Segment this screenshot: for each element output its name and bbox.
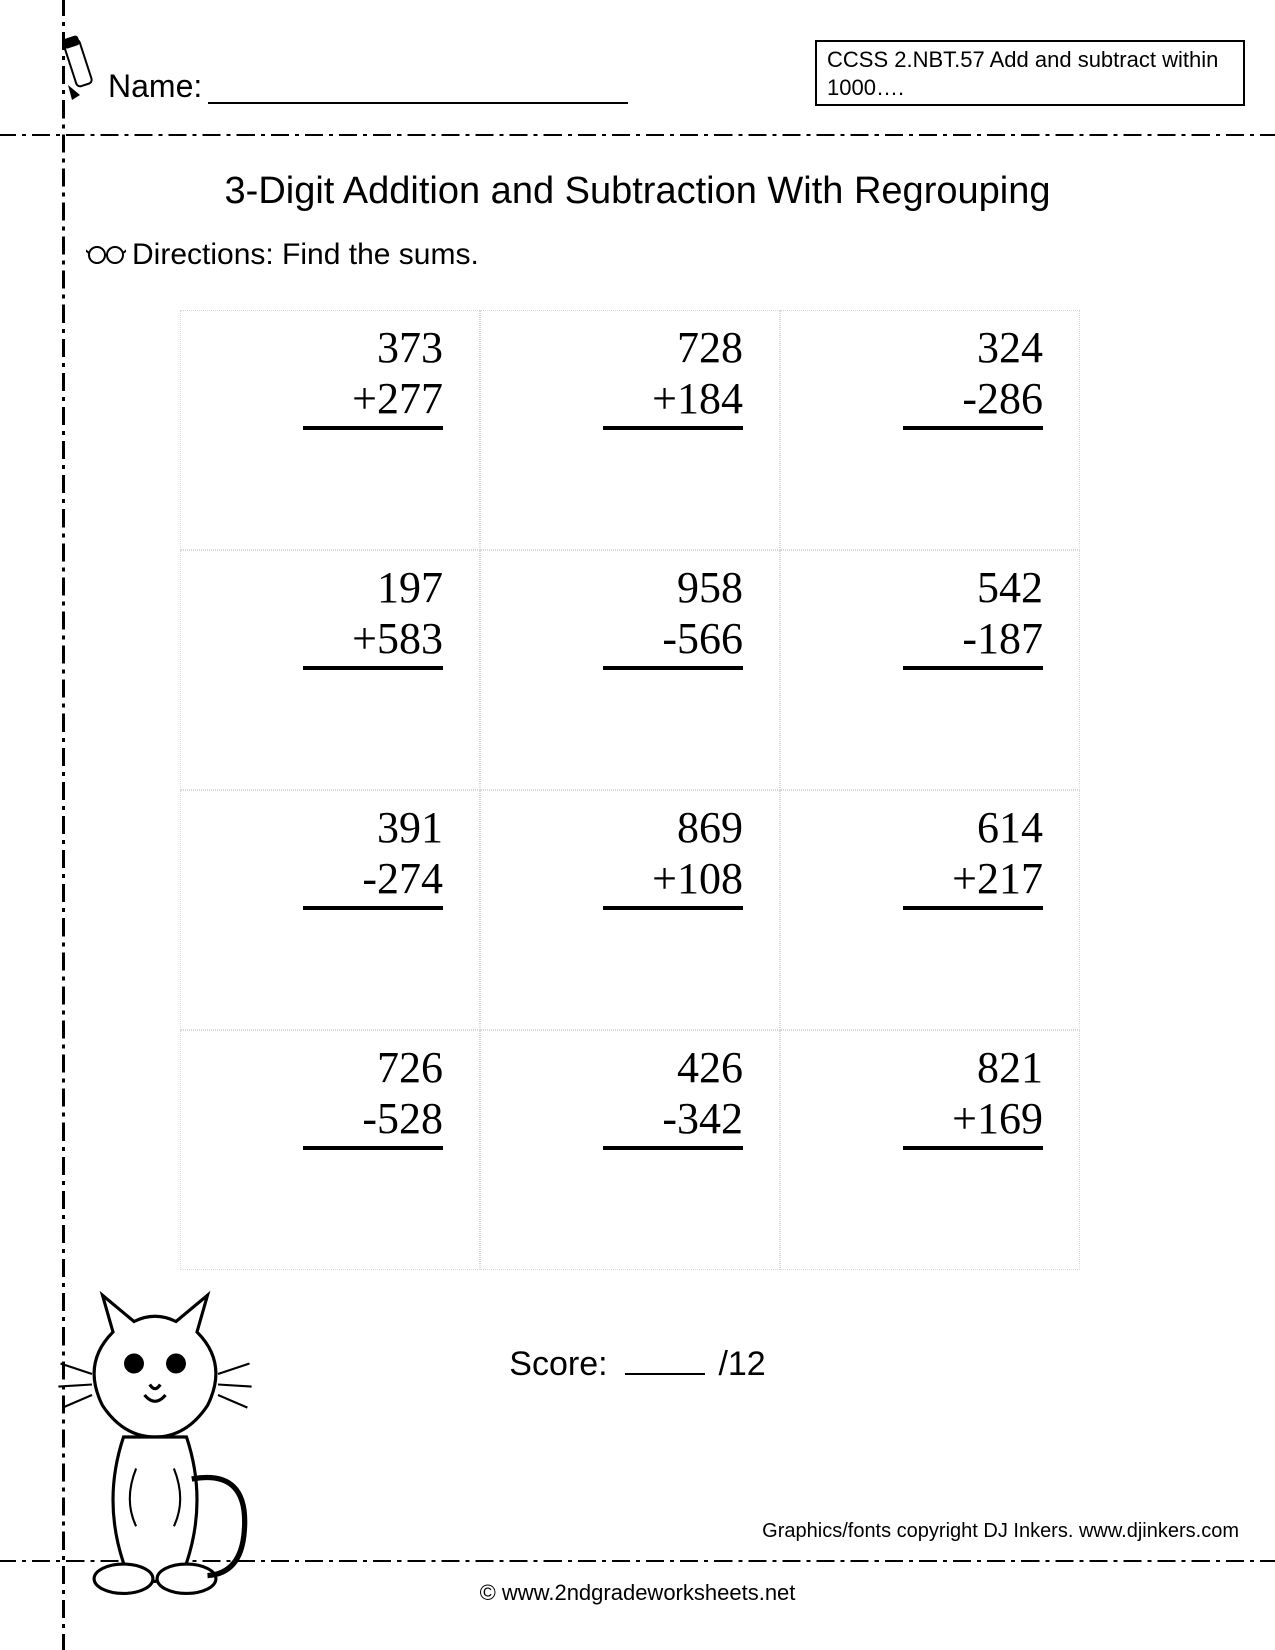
operand-bottom: +184 — [603, 374, 743, 431]
operand-bottom: -566 — [603, 614, 743, 671]
problem-cell: 426-342 — [480, 1030, 780, 1270]
operand-bottom: -342 — [603, 1094, 743, 1151]
problems-grid: 373+277 728+184 324-286 197+583 958-566 542-1… — [180, 310, 1080, 1270]
math-problem: 373+277 — [303, 323, 443, 430]
math-problem: 614+217 — [903, 803, 1043, 910]
glasses-icon — [86, 244, 126, 266]
operand-top: 821 — [903, 1043, 1043, 1094]
operand-top: 197 — [303, 563, 443, 614]
math-problem: 726-528 — [303, 1043, 443, 1150]
pencil-icon — [62, 30, 102, 100]
math-problem: 958-566 — [603, 563, 743, 670]
directions-row: Directions: Find the sums. — [86, 238, 479, 272]
problem-cell: 958-566 — [480, 550, 780, 790]
problem-cell: 197+583 — [180, 550, 480, 790]
operand-bottom: +583 — [303, 614, 443, 671]
operand-bottom: +277 — [303, 374, 443, 431]
math-problem: 728+184 — [603, 323, 743, 430]
problem-cell: 324-286 — [780, 310, 1080, 550]
operand-bottom: -528 — [303, 1094, 443, 1151]
math-problem: 869+108 — [603, 803, 743, 910]
operand-top: 869 — [603, 803, 743, 854]
problem-cell: 869+108 — [480, 790, 780, 1030]
score-input-line[interactable] — [625, 1373, 705, 1375]
operand-top: 958 — [603, 563, 743, 614]
math-problem: 542-187 — [903, 563, 1043, 670]
directions-text: Directions: Find the sums. — [132, 238, 479, 272]
problem-cell: 391-274 — [180, 790, 480, 1030]
math-problem: 391-274 — [303, 803, 443, 910]
graphics-credit: Graphics/fonts copyright DJ Inkers. www.… — [762, 1520, 1239, 1543]
operand-top: 426 — [603, 1043, 743, 1094]
operand-bottom: +217 — [903, 854, 1043, 911]
operand-top: 614 — [903, 803, 1043, 854]
math-problem: 821+169 — [903, 1043, 1043, 1150]
operand-bottom: -187 — [903, 614, 1043, 671]
operand-bottom: +108 — [603, 854, 743, 911]
math-problem: 426-342 — [603, 1043, 743, 1150]
cat-icon — [50, 1290, 260, 1605]
operand-top: 726 — [303, 1043, 443, 1094]
problem-cell: 726-528 — [180, 1030, 480, 1270]
problem-cell: 728+184 — [480, 310, 780, 550]
name-input-line[interactable] — [208, 102, 628, 104]
operand-top: 373 — [303, 323, 443, 374]
operand-top: 728 — [603, 323, 743, 374]
operand-bottom: +169 — [903, 1094, 1043, 1151]
header: Name: CCSS 2.NBT.57 Add and subtract wit… — [78, 50, 1245, 130]
score-label: Score: — [509, 1345, 607, 1383]
problem-cell: 373+277 — [180, 310, 480, 550]
name-label: Name: — [108, 68, 202, 105]
problem-cell: 821+169 — [780, 1030, 1080, 1270]
page-title: 3-Digit Addition and Subtraction With Re… — [0, 170, 1275, 213]
ccss-standard-box: CCSS 2.NBT.57 Add and subtract within 10… — [815, 40, 1245, 106]
operand-bottom: -286 — [903, 374, 1043, 431]
problem-cell: 614+217 — [780, 790, 1080, 1030]
score-outof: /12 — [718, 1345, 765, 1383]
operand-top: 391 — [303, 803, 443, 854]
operand-top: 324 — [903, 323, 1043, 374]
math-problem: 197+583 — [303, 563, 443, 670]
footer-url: © www.2ndgradeworksheets.net — [0, 1580, 1275, 1606]
operand-top: 542 — [903, 563, 1043, 614]
margin-line-header — [0, 134, 1275, 136]
math-problem: 324-286 — [903, 323, 1043, 430]
problem-cell: 542-187 — [780, 550, 1080, 790]
operand-bottom: -274 — [303, 854, 443, 911]
